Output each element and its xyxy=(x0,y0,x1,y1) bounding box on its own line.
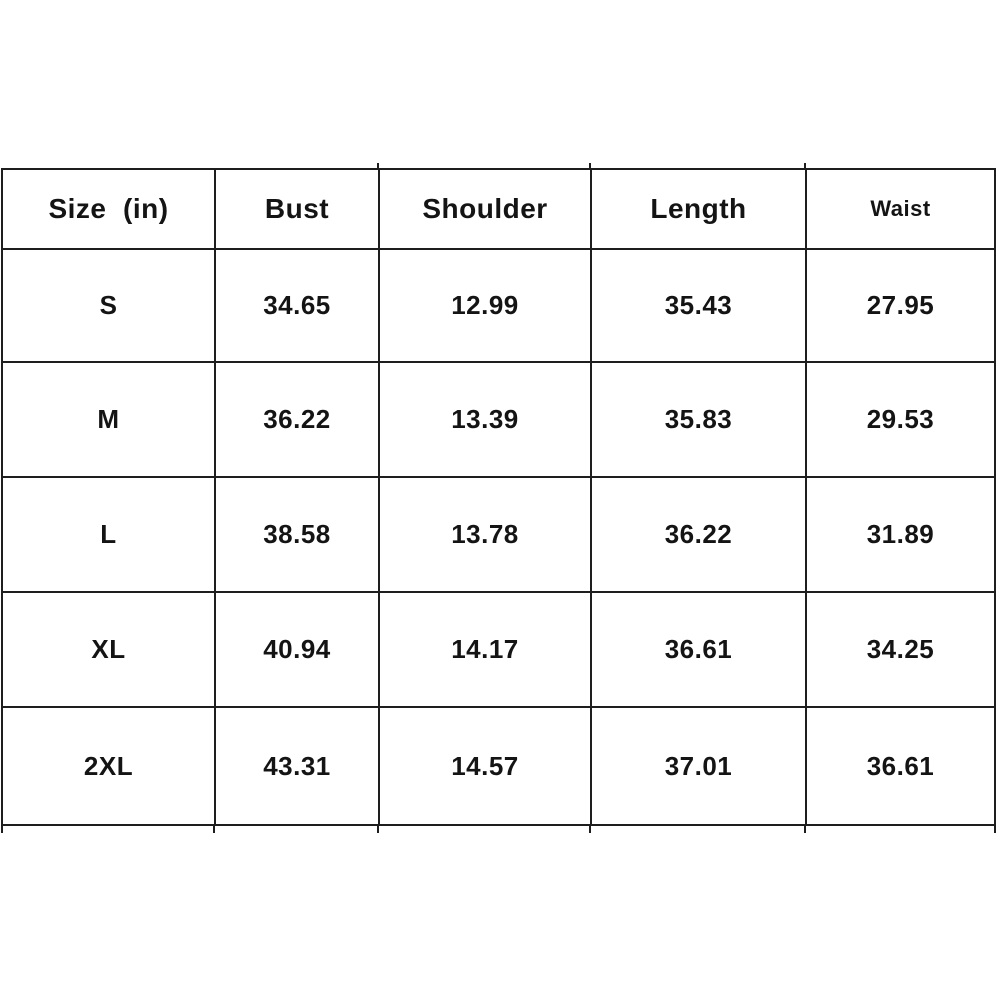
waist-value: 27.95 xyxy=(805,250,994,361)
size-chart-table: Size (in) Bust Shoulder Length Waist S 3… xyxy=(1,168,996,826)
length-value: 35.83 xyxy=(590,363,805,476)
size-label: L xyxy=(100,519,117,549)
length-value: 37.01 xyxy=(590,708,805,824)
table-row: 2XL 43.31 14.57 37.01 36.61 xyxy=(3,706,994,824)
shoulder-value: 14.17 xyxy=(378,593,590,706)
gridline-stub xyxy=(589,826,591,833)
length-value: 36.61 xyxy=(590,593,805,706)
length-value: 36.22 xyxy=(590,478,805,591)
waist-value: 36.61 xyxy=(805,708,994,824)
waist-value: 31.89 xyxy=(805,478,994,591)
gridline-stub xyxy=(589,163,591,168)
bust-value: 36.22 xyxy=(214,363,378,476)
gridline-stub xyxy=(377,826,379,833)
column-header-waist: Waist xyxy=(805,170,994,248)
bust-value: 40.94 xyxy=(214,593,378,706)
bust-value: 38.58 xyxy=(214,478,378,591)
shoulder-value: 14.57 xyxy=(378,708,590,824)
gridline-stub xyxy=(994,826,996,833)
shoulder-value: 13.39 xyxy=(378,363,590,476)
table-row: L 38.58 13.78 36.22 31.89 xyxy=(3,476,994,591)
waist-value: 29.53 xyxy=(805,363,994,476)
column-header-size: Size (in) xyxy=(48,193,169,224)
gridline-stub xyxy=(1,826,3,833)
bust-value: 43.31 xyxy=(214,708,378,824)
size-label: S xyxy=(99,290,118,320)
gridline-stub xyxy=(804,826,806,833)
column-header-shoulder: Shoulder xyxy=(378,170,590,248)
gridline-stub xyxy=(213,826,215,833)
shoulder-value: 12.99 xyxy=(378,250,590,361)
table-row: S 34.65 12.99 35.43 27.95 xyxy=(3,248,994,361)
column-header-bust: Bust xyxy=(214,170,378,248)
gridline-stub xyxy=(377,163,379,168)
length-value: 35.43 xyxy=(590,250,805,361)
table-row: XL 40.94 14.17 36.61 34.25 xyxy=(3,591,994,706)
column-header-length: Length xyxy=(590,170,805,248)
table-row: M 36.22 13.39 35.83 29.53 xyxy=(3,361,994,476)
size-label: 2XL xyxy=(83,750,134,781)
bust-value: 34.65 xyxy=(214,250,378,361)
size-label: M xyxy=(97,404,120,434)
gridline-stub xyxy=(804,163,806,168)
size-label: XL xyxy=(91,634,126,664)
shoulder-value: 13.78 xyxy=(378,478,590,591)
table-header-row: Size (in) Bust Shoulder Length Waist xyxy=(3,170,994,248)
waist-value: 34.25 xyxy=(805,593,994,706)
